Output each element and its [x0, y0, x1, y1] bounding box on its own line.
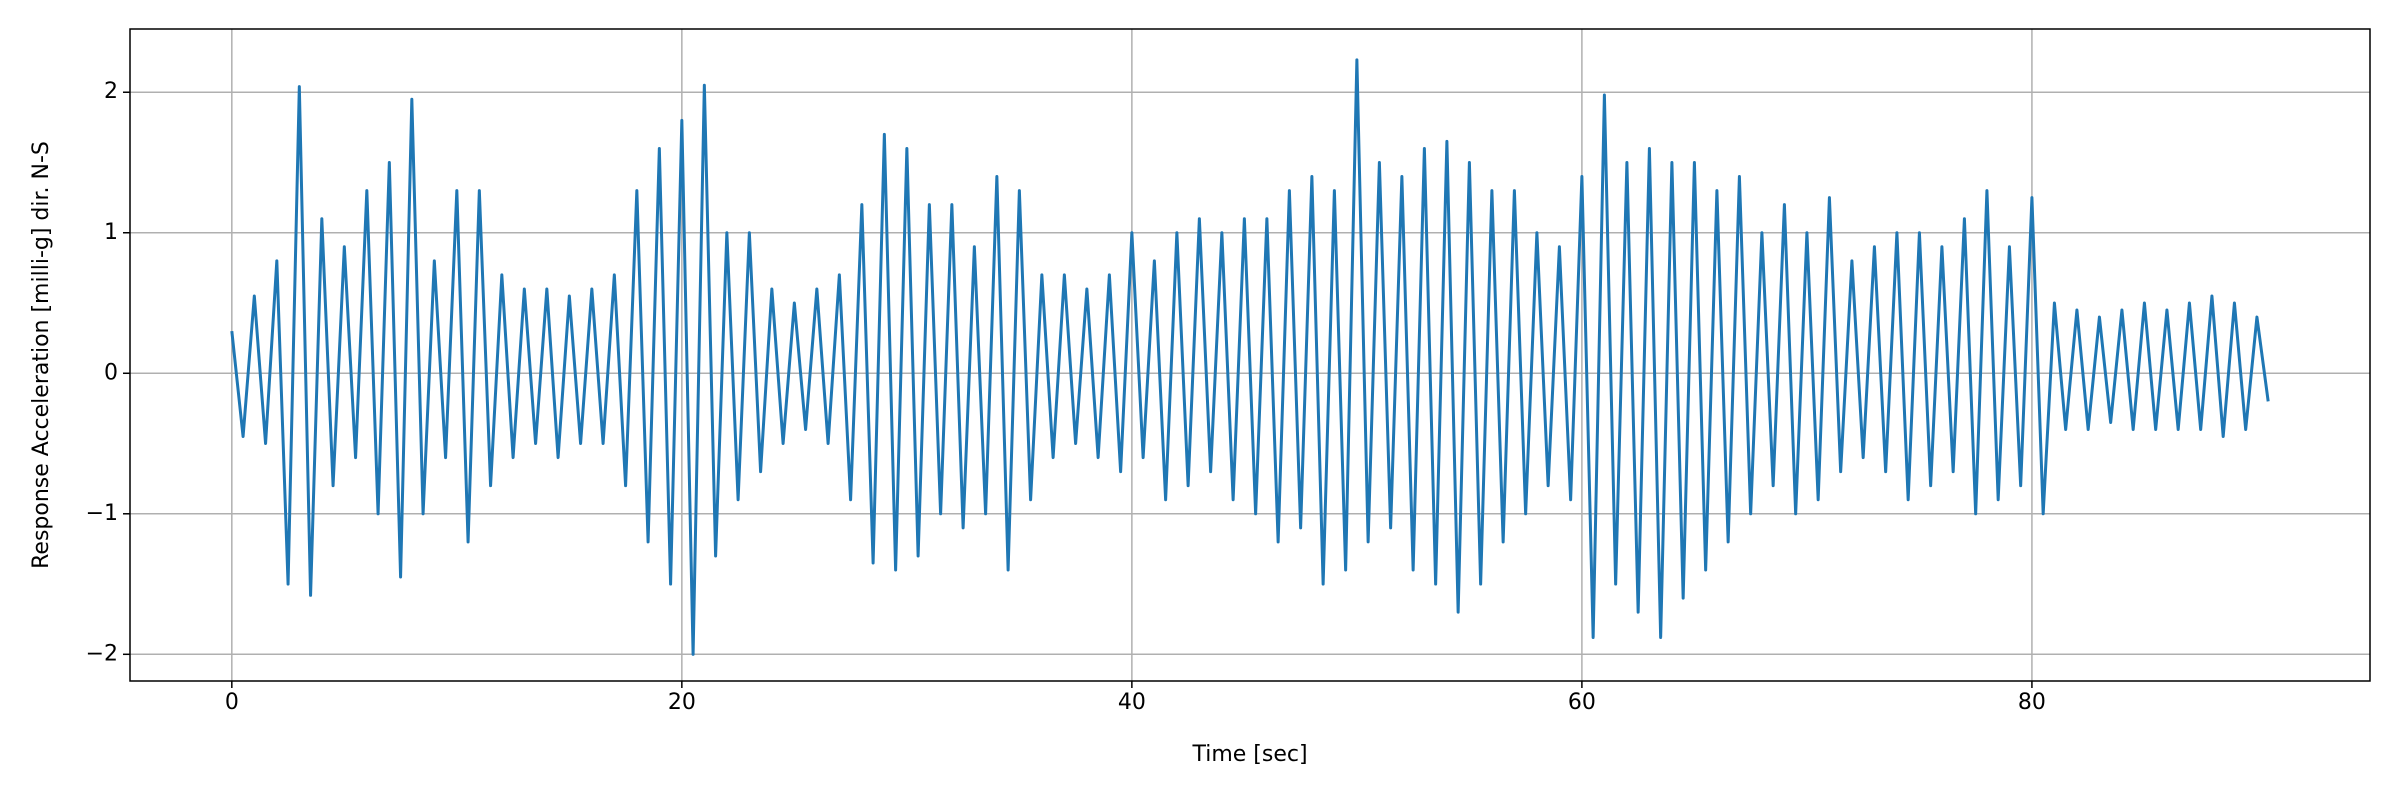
axes-frame: [129, 28, 2371, 682]
x-tick-label: 20: [668, 690, 696, 715]
y-tick-label: 2: [104, 79, 118, 104]
x-tick-label: 40: [1118, 690, 1146, 715]
x-tick-label: 60: [1568, 690, 1596, 715]
y-tick-label: −2: [86, 641, 118, 666]
plot-area: [230, 58, 2270, 656]
y-tick-label: 1: [104, 220, 118, 245]
y-tick-label: 0: [104, 360, 118, 385]
x-tick-label: 80: [2018, 690, 2046, 715]
x-axis-label: Time [sec]: [1191, 742, 1307, 767]
x-tick-label: 0: [225, 690, 239, 715]
ticks: 0 20 40 60 80 −2 −1 0 1 2: [86, 79, 2046, 715]
signal-line: [230, 58, 2270, 656]
grid: [130, 29, 2370, 681]
y-axis-label: Response Acceleration [milli-g] dir. N-S: [29, 141, 54, 569]
y-tick-label: −1: [86, 501, 118, 526]
